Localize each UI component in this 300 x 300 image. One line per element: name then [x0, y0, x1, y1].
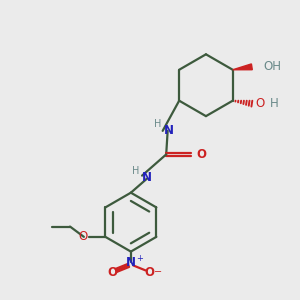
Text: N: N: [126, 256, 136, 269]
Text: N: N: [142, 172, 152, 184]
Text: H: H: [270, 97, 279, 110]
Text: N: N: [164, 124, 174, 137]
Text: H: H: [132, 167, 139, 176]
Text: O: O: [108, 266, 118, 279]
Text: OH: OH: [263, 60, 281, 73]
Text: H: H: [154, 119, 161, 129]
Text: O: O: [255, 97, 265, 110]
Text: −: −: [154, 267, 163, 277]
Polygon shape: [233, 64, 252, 70]
Text: O: O: [196, 148, 206, 161]
Text: O: O: [79, 230, 88, 243]
Text: +: +: [136, 254, 143, 263]
Text: O: O: [144, 266, 154, 279]
